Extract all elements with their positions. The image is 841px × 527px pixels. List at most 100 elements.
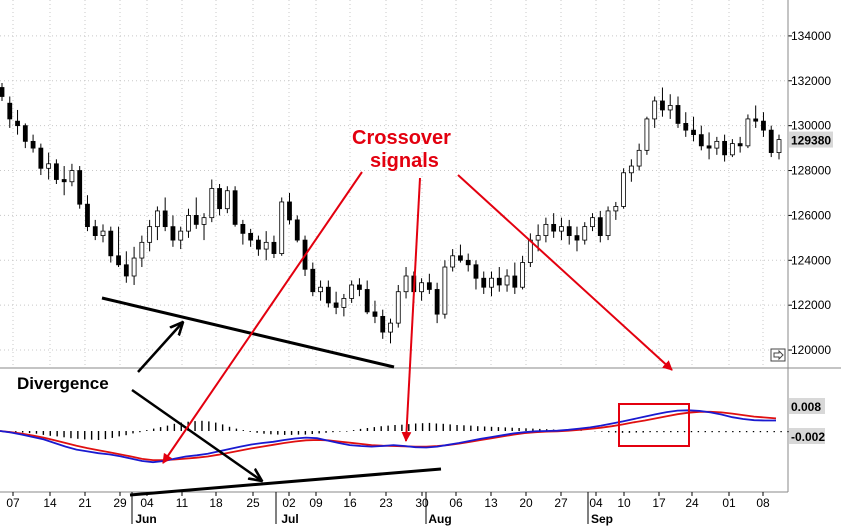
candle xyxy=(92,219,98,241)
candle xyxy=(147,219,153,252)
candle-body-up xyxy=(636,149,642,167)
x-tick-label: 02 xyxy=(282,496,296,510)
candle-body-down xyxy=(753,118,759,122)
candle xyxy=(263,231,269,261)
last-price-badge xyxy=(789,131,833,148)
x-tick-label: 13 xyxy=(484,496,498,510)
crossover-arrows xyxy=(162,171,673,464)
candle-body-down xyxy=(481,277,487,288)
candle-body-up xyxy=(186,215,191,232)
macd-divergence-line xyxy=(129,467,442,497)
candle xyxy=(178,226,184,250)
candle xyxy=(683,112,689,137)
candle-body-down xyxy=(108,230,114,257)
candle xyxy=(108,226,114,263)
price-tick-label: 120000 xyxy=(791,343,831,357)
candle xyxy=(574,226,580,252)
candle xyxy=(644,116,650,155)
candle xyxy=(458,244,463,263)
candle-body-up xyxy=(543,223,549,237)
candle-body-down xyxy=(675,105,681,124)
candle-body-up xyxy=(489,277,494,288)
candle-body-down xyxy=(217,188,222,210)
candle-body-down xyxy=(30,140,36,149)
candle-body-up xyxy=(628,165,634,174)
candle xyxy=(131,246,137,285)
candle xyxy=(442,260,448,319)
candle xyxy=(193,197,199,229)
candle-body-down xyxy=(310,268,316,293)
candle-body-down xyxy=(92,226,98,237)
candle xyxy=(559,217,564,241)
x-axis: 07 14 21 29 04 11 18 25 02 09 16 23 30 06 13 20 27 04 10 17… xyxy=(6,492,770,526)
crossover-label-line2: signals xyxy=(370,150,439,172)
candle-body-up xyxy=(263,241,269,250)
candle xyxy=(232,186,238,227)
candle xyxy=(357,278,362,297)
x-tick-label: 04 xyxy=(140,496,154,510)
macd-line xyxy=(0,409,776,464)
x-tick-label: 24 xyxy=(685,496,699,510)
candle xyxy=(123,251,129,283)
candle xyxy=(318,280,323,301)
candle-body-down xyxy=(325,286,331,304)
candle-body-up xyxy=(520,262,525,288)
candle xyxy=(240,219,246,245)
x-tick-label: 10 xyxy=(617,496,631,510)
candle xyxy=(364,280,370,315)
candle xyxy=(566,219,572,245)
candle-body-up xyxy=(613,206,619,212)
candle-body-down xyxy=(232,190,238,225)
candle xyxy=(186,208,191,238)
candle-body-down xyxy=(162,210,168,228)
last-price-label: 129380 xyxy=(791,134,831,148)
candle-body-up xyxy=(209,188,215,219)
candle-body-down xyxy=(434,289,440,315)
x-tick-label: 14 xyxy=(43,496,57,510)
candle xyxy=(201,213,207,241)
candle xyxy=(294,215,300,243)
macd-value-badge: 0.008 xyxy=(789,398,825,414)
crossover-arrow-2 xyxy=(401,177,421,442)
candle-body-down xyxy=(683,123,689,131)
candle xyxy=(675,96,681,128)
candle xyxy=(691,116,696,142)
candle xyxy=(590,213,595,232)
candle-body-up xyxy=(69,170,75,183)
candle-body-down xyxy=(698,134,704,147)
candle xyxy=(162,197,168,232)
candle-body-up xyxy=(652,100,658,120)
divergence-label: Divergence xyxy=(17,374,109,393)
candle-body-up xyxy=(403,275,409,293)
candle xyxy=(349,280,355,303)
candle-body-up xyxy=(178,230,184,241)
candle xyxy=(551,213,557,238)
candle-body-up xyxy=(535,235,541,241)
candle xyxy=(613,201,619,220)
candle-body-down xyxy=(0,87,5,97)
candle xyxy=(450,249,456,272)
signal-value-badge: -0.002 xyxy=(789,428,825,444)
price-tick-label: 128000 xyxy=(791,164,831,178)
candle-body-up xyxy=(341,298,347,308)
candle-body-down xyxy=(193,215,199,225)
candle-body-up xyxy=(395,291,401,324)
candle-body-down xyxy=(458,255,463,261)
candle-body-up xyxy=(582,226,588,241)
candle-body-down xyxy=(77,170,83,205)
scroll-right-icon[interactable] xyxy=(770,348,786,362)
candle xyxy=(768,125,774,158)
price-tick-label: 134000 xyxy=(791,29,831,43)
candle xyxy=(77,166,83,209)
candle xyxy=(279,197,285,256)
candle-body-up xyxy=(419,282,424,293)
macd-panel xyxy=(0,409,789,464)
candle xyxy=(473,260,479,290)
month-label: Jul xyxy=(281,512,298,526)
signal-value-label: -0.002 xyxy=(791,430,825,444)
candle xyxy=(628,159,634,182)
candle-body-up xyxy=(154,210,160,228)
candle-body-down xyxy=(761,120,766,131)
candle-body-up xyxy=(504,275,510,286)
